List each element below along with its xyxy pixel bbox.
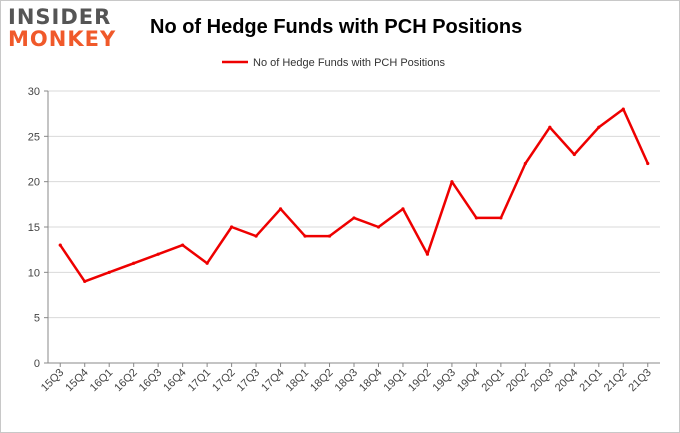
data-point — [181, 243, 185, 247]
data-point — [376, 225, 381, 229]
x-tick-label: 19Q1 — [382, 367, 410, 395]
data-point — [205, 261, 209, 265]
x-tick-label: 21Q2 — [602, 367, 630, 395]
x-tick-label: 17Q2 — [210, 367, 238, 395]
data-point — [352, 216, 356, 220]
data-point — [132, 261, 136, 265]
y-tick-label: 0 — [34, 358, 40, 370]
y-tick-label: 30 — [28, 86, 40, 98]
x-tick-label: 20Q2 — [504, 367, 532, 395]
x-tick-label: 17Q1 — [186, 367, 214, 395]
data-point — [621, 107, 625, 111]
y-tick-label: 10 — [28, 267, 40, 279]
data-point — [499, 216, 503, 220]
x-tick-label: 20Q4 — [553, 367, 581, 395]
y-axis-ticks: 0 5 10 15 20 25 30 — [28, 86, 48, 370]
x-tick-label: 19Q3 — [431, 367, 459, 395]
data-point — [450, 180, 454, 184]
data-point — [83, 279, 87, 283]
legend-label: No of Hedge Funds with PCH Positions — [253, 57, 445, 69]
series-line — [58, 107, 650, 283]
series-layer — [58, 107, 650, 283]
x-tick-label: 15Q3 — [39, 367, 67, 395]
x-tick-label: 18Q3 — [333, 367, 361, 395]
x-tick-label: 21Q1 — [577, 367, 605, 395]
x-tick-label: 17Q3 — [235, 367, 263, 395]
x-tick-label: 16Q1 — [88, 367, 116, 395]
gridlines — [48, 90, 660, 319]
y-tick-label: 20 — [28, 177, 40, 189]
chart-title: No of Hedge Funds with PCH Positions — [150, 16, 523, 38]
x-tick-label: 19Q2 — [406, 367, 434, 395]
x-tick-label: 20Q3 — [528, 367, 556, 395]
x-tick-label: 16Q4 — [161, 367, 189, 395]
legend: No of Hedge Funds with PCH Positions — [222, 57, 445, 69]
data-point — [597, 125, 601, 129]
insider-monkey-logo: INSIDER MONKEY — [8, 6, 130, 50]
y-tick-label: 15 — [28, 222, 40, 234]
x-tick-label: 18Q1 — [284, 367, 312, 395]
y-tick-label: 25 — [28, 131, 40, 143]
data-point — [230, 225, 234, 229]
data-point — [425, 252, 430, 256]
x-tick-label: 20Q1 — [479, 367, 507, 395]
data-point — [58, 243, 62, 247]
logo-line-1: INSIDER — [8, 5, 112, 29]
x-tick-label: 18Q2 — [308, 367, 336, 395]
data-point — [156, 252, 160, 256]
data-point — [401, 207, 405, 211]
x-tick-label: 16Q3 — [137, 367, 165, 395]
data-point — [303, 234, 307, 238]
x-tick-label: 21Q3 — [626, 367, 654, 395]
logo-line-2: MONKEY — [8, 27, 117, 51]
x-tick-label: 16Q2 — [112, 367, 140, 395]
data-point — [107, 270, 111, 274]
data-point — [474, 216, 478, 220]
data-point — [646, 161, 650, 166]
y-tick-label: 5 — [34, 313, 40, 325]
x-tick-label: 15Q4 — [63, 367, 91, 395]
data-point — [254, 234, 258, 238]
data-point — [572, 152, 576, 157]
data-point — [278, 207, 283, 211]
x-tick-label: 17Q4 — [259, 367, 287, 395]
data-point — [327, 234, 332, 238]
data-point — [523, 161, 527, 166]
data-point — [548, 125, 552, 129]
x-axis-ticks: 15Q315Q416Q116Q216Q316Q417Q117Q217Q317Q4… — [39, 363, 654, 394]
x-tick-label: 18Q4 — [357, 367, 385, 395]
x-tick-label: 19Q4 — [455, 367, 483, 395]
